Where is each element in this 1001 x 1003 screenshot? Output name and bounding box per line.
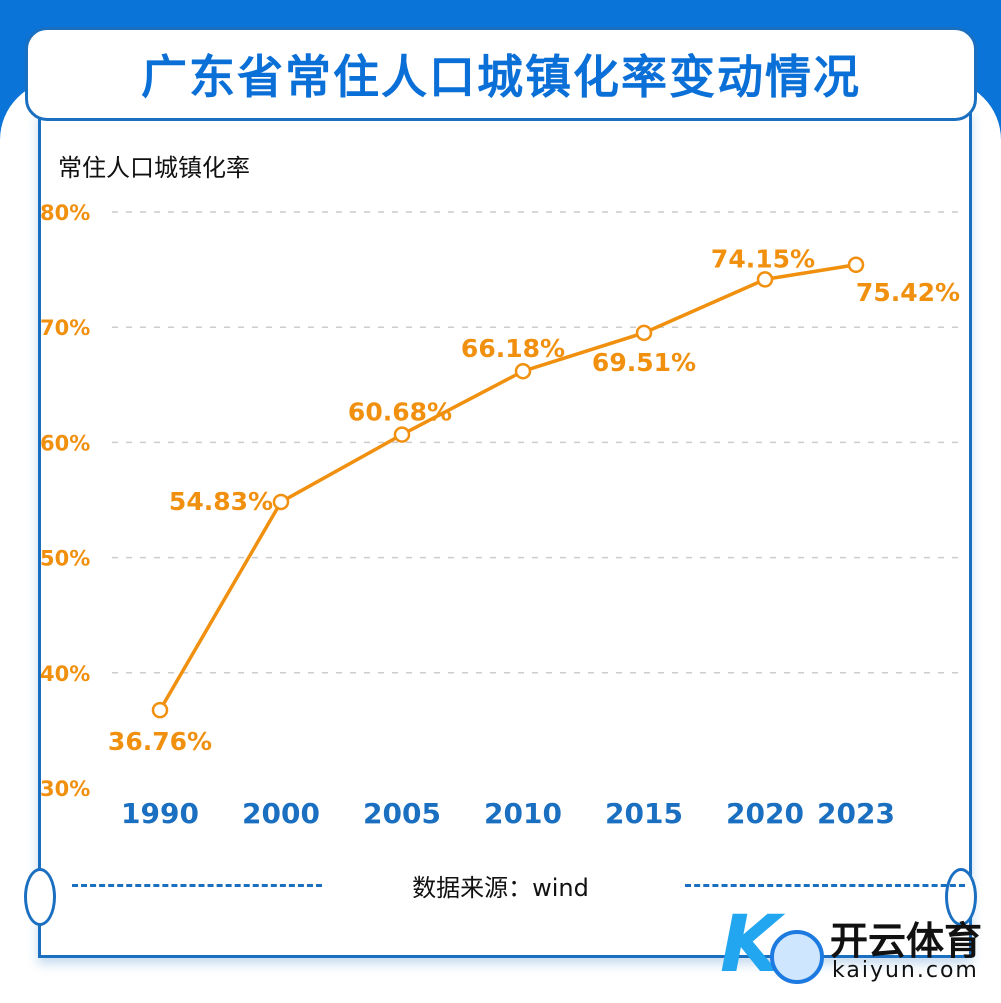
data-point xyxy=(272,493,290,511)
data-label: 75.42% xyxy=(856,278,960,307)
data-label: 69.51% xyxy=(592,348,696,377)
y-tick-label: 80% xyxy=(40,201,90,225)
logo-text-cn: 开云体育 xyxy=(830,919,983,963)
x-tick-label: 1990 xyxy=(121,797,199,830)
divider-left xyxy=(72,884,322,887)
data-point xyxy=(514,362,532,380)
y-tick-label: 40% xyxy=(40,662,90,686)
y-axis-label: 常住人口城镇化率 xyxy=(58,154,250,182)
data-point xyxy=(756,271,774,288)
data-point xyxy=(151,701,169,719)
x-tick-label: 2023 xyxy=(817,797,895,830)
title-box: 广东省常住人口城镇化率变动情况 xyxy=(25,27,977,121)
data-point xyxy=(393,426,411,443)
y-tick-label: 70% xyxy=(40,316,90,340)
x-tick-label: 2005 xyxy=(363,797,441,830)
source-note: 数据来源：wind xyxy=(412,874,589,902)
y-tick-label: 30% xyxy=(40,777,90,801)
data-label: 74.15% xyxy=(711,244,815,273)
chart-panel xyxy=(38,110,972,958)
x-tick-label: 2000 xyxy=(242,797,320,830)
soccer-ball-icon xyxy=(770,930,824,984)
x-tick-label: 2015 xyxy=(605,797,683,830)
data-point xyxy=(847,256,865,274)
x-tick-label: 2020 xyxy=(726,797,804,830)
data-point xyxy=(635,324,653,342)
data-label: 66.18% xyxy=(461,334,565,363)
left-notch xyxy=(24,868,56,926)
y-tick-label: 60% xyxy=(40,431,90,455)
data-label: 54.83% xyxy=(169,487,273,516)
y-tick-label: 50% xyxy=(40,547,90,571)
logo-text-en: kaiyun.com xyxy=(832,958,979,983)
data-label: 60.68% xyxy=(348,398,452,427)
data-label: 36.76% xyxy=(108,727,212,756)
page-title: 广东省常住人口城镇化率变动情况 xyxy=(141,50,861,104)
x-tick-label: 2010 xyxy=(484,797,562,830)
kaiyun-logo: K 开云体育 kaiyun.com xyxy=(720,900,1000,990)
divider-right xyxy=(685,884,965,887)
logo-k-icon: K xyxy=(720,900,781,990)
right-notch xyxy=(945,868,977,926)
